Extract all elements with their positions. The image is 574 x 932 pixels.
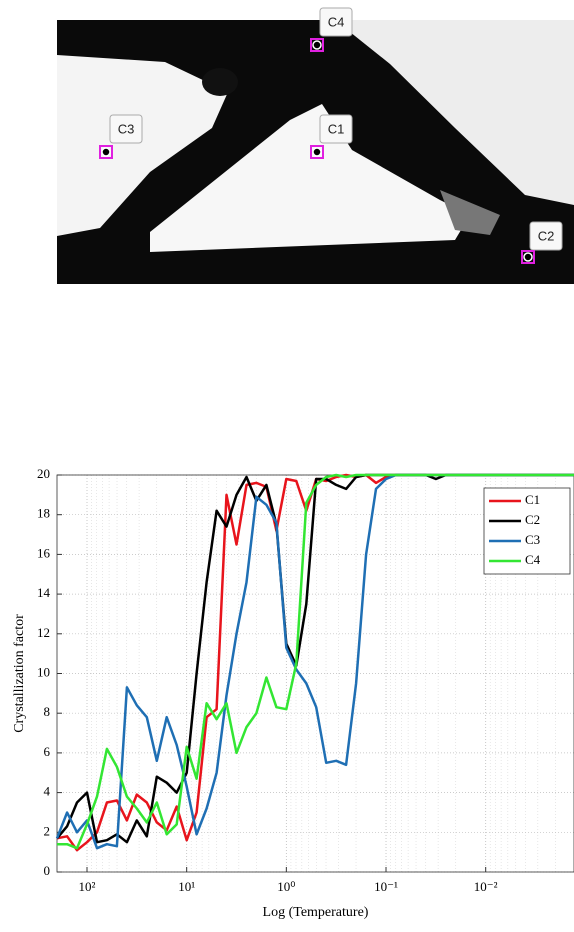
marker-label: C2 <box>538 228 555 243</box>
legend-label: C3 <box>525 532 540 547</box>
marker-ring <box>524 253 532 261</box>
page: {"image": {"markers": [{"label": "C1"}, … <box>0 0 574 927</box>
marker-label: C3 <box>118 121 135 136</box>
marker-label: C1 <box>328 121 345 136</box>
legend-label: C1 <box>525 492 540 507</box>
y-tick-label: 18 <box>37 506 50 521</box>
x-axis-label: Log (Temperature) <box>263 905 369 920</box>
y-tick-label: 4 <box>44 784 51 799</box>
y-tick-label: 16 <box>37 545 51 560</box>
legend-label: C2 <box>525 512 540 527</box>
y-tick-label: 14 <box>37 585 51 600</box>
x-tick-label: 10² <box>79 879 96 894</box>
marker-label: C4 <box>328 14 345 29</box>
chart: 0 2 4 6 8 10 12 14 16 18 20 10² 10¹ 10⁰ 10⁻¹ 10⁻² Log (T… <box>12 466 574 920</box>
legend-label: C4 <box>525 552 541 567</box>
y-tick-label: 8 <box>44 704 51 719</box>
x-tick-label: 10¹ <box>178 879 195 894</box>
y-tick-label: 6 <box>44 744 51 759</box>
figure: 0 2 4 6 8 10 12 14 16 18 20 10² 10¹ 10⁰ 10⁻¹ 10⁻² Log (T… <box>0 0 574 927</box>
x-tick-label: 10⁻² <box>474 879 498 894</box>
x-tick-label: 10⁻¹ <box>374 879 398 894</box>
y-axis-label: Crystallization factor <box>12 614 27 733</box>
marker-ring <box>313 41 321 49</box>
y-tick-label: 20 <box>37 466 50 481</box>
y-tick-label: 0 <box>44 863 51 878</box>
marker-ring <box>102 148 110 156</box>
x-tick-label: 10⁰ <box>277 879 295 894</box>
marker-ring <box>313 148 321 156</box>
y-tick-label: 12 <box>37 625 50 640</box>
image-region <box>202 68 238 96</box>
y-tick-label: 2 <box>44 823 51 838</box>
y-tick-label: 10 <box>37 664 50 679</box>
